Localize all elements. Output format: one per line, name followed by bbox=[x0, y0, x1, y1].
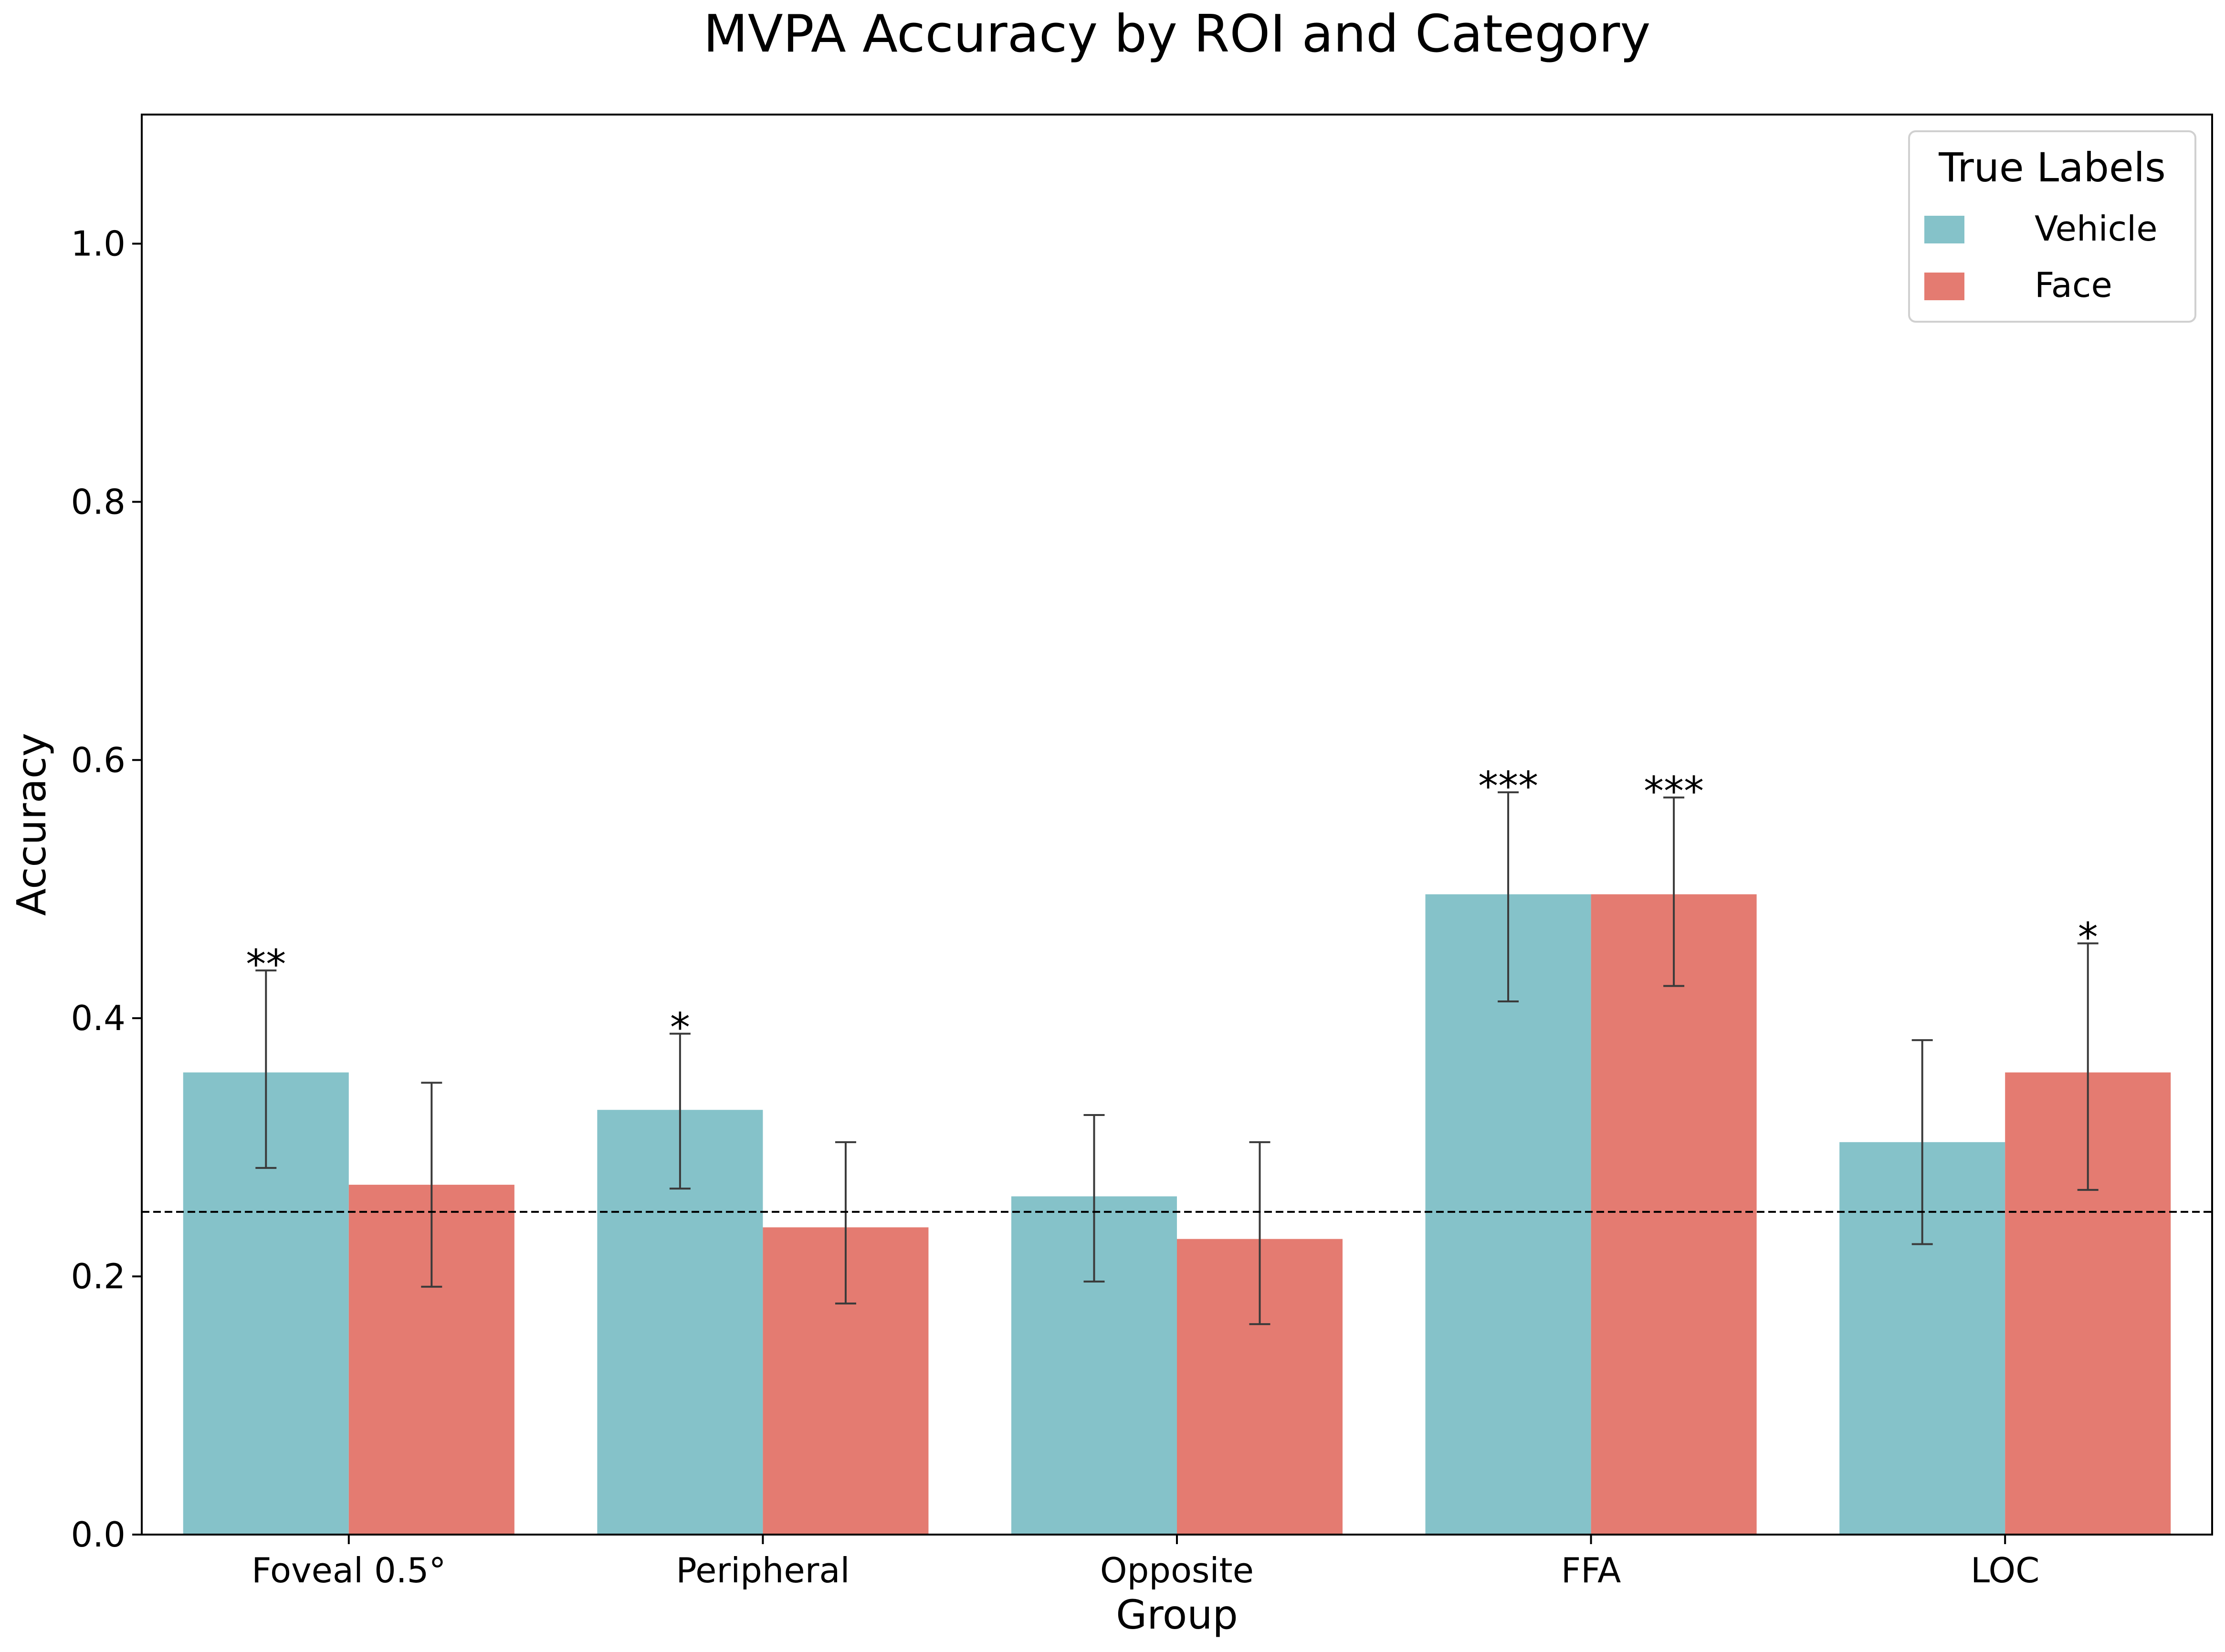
y-tick-label: 0.8 bbox=[71, 482, 126, 522]
legend-swatch-vehicle bbox=[1924, 216, 1964, 243]
significance-marker-face-ffa: *** bbox=[1644, 768, 1704, 815]
error-bar-face-peripheral bbox=[835, 1141, 856, 1305]
error-bar-face-foveal-0-5 bbox=[421, 1082, 442, 1288]
y-tick-label: 0.4 bbox=[71, 998, 126, 1038]
legend-label-vehicle: Vehicle bbox=[2035, 209, 2157, 249]
significance-marker-vehicle-ffa: *** bbox=[1478, 763, 1538, 810]
error-bar-face-opposite bbox=[1249, 1141, 1270, 1326]
legend-box bbox=[1908, 130, 2196, 323]
chart-title: MVPA Accuracy by ROI and Category bbox=[703, 4, 1651, 64]
error-bar-vehicle-foveal-0-5 bbox=[255, 969, 277, 1169]
y-tick-label: 0.0 bbox=[71, 1515, 126, 1555]
x-axis: Foveal 0.5° Peripheral Opposite FFA LOC bbox=[252, 1535, 2039, 1590]
significance-marker-face-loc: * bbox=[2078, 914, 2098, 960]
x-tick-label-loc: LOC bbox=[1971, 1550, 2040, 1590]
y-tick-label: 0.2 bbox=[71, 1256, 126, 1296]
y-tick-label: 1.0 bbox=[71, 223, 126, 263]
y-axis-label: Accuracy bbox=[8, 733, 55, 916]
error-bar-face-loc bbox=[2077, 942, 2099, 1191]
bars-layer bbox=[183, 894, 2171, 1535]
legend-label-face: Face bbox=[2035, 265, 2112, 305]
error-bar-vehicle-peripheral bbox=[669, 1032, 691, 1190]
y-axis: 0.0 0.2 0.4 0.6 0.8 1.0 bbox=[71, 223, 142, 1555]
significance-marker-vehicle-foveal-0-5: ** bbox=[246, 941, 286, 988]
legend: True Labels Vehicle Face bbox=[1908, 130, 2196, 323]
legend-title: True Labels bbox=[1938, 144, 2166, 191]
x-tick-label-foveal-0-5: Foveal 0.5° bbox=[252, 1550, 446, 1590]
error-bar-vehicle-loc bbox=[1911, 1039, 1933, 1245]
legend-swatch-face bbox=[1924, 273, 1964, 300]
x-tick-label-opposite: Opposite bbox=[1100, 1550, 1254, 1590]
error-bar-vehicle-ffa bbox=[1498, 791, 1519, 1003]
error-bar-vehicle-opposite bbox=[1083, 1114, 1105, 1283]
significance-marker-vehicle-peripheral: * bbox=[670, 1004, 690, 1051]
error-bars-layer bbox=[255, 791, 2099, 1326]
x-tick-label-ffa: FFA bbox=[1561, 1550, 1621, 1590]
x-tick-label-peripheral: Peripheral bbox=[676, 1550, 850, 1590]
error-bar-face-ffa bbox=[1663, 796, 1685, 987]
bar-face-ffa bbox=[1591, 894, 1757, 1535]
significance-layer: ****** **** bbox=[246, 763, 2098, 1051]
x-axis-label: Group bbox=[1116, 1591, 1238, 1638]
y-tick-label: 0.6 bbox=[71, 740, 126, 780]
